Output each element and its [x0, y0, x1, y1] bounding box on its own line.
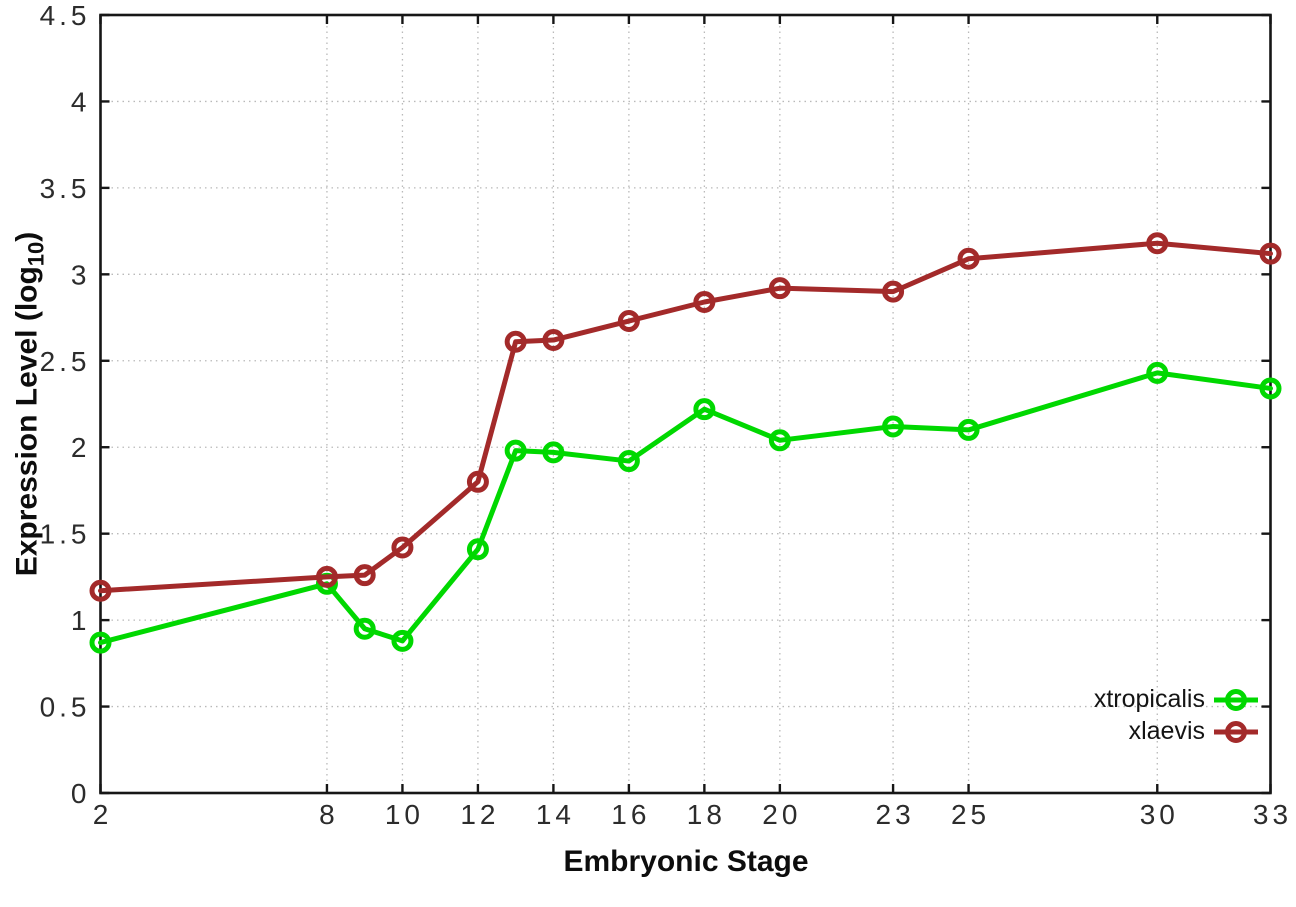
x-axis-title-text: Embryonic Stage — [563, 845, 809, 878]
marker-xtropicalis — [353, 617, 376, 640]
marker-xlaevis — [693, 290, 716, 313]
y-tick-label: 4 — [71, 86, 91, 117]
x-tick-label: 18 — [687, 799, 726, 830]
y-tick-label: 1.5 — [40, 519, 91, 550]
y-tick-label: 4.5 — [40, 0, 91, 31]
marker-xtropicalis — [957, 418, 980, 441]
marker-xtropicalis — [542, 441, 565, 464]
marker-xlaevis — [466, 470, 489, 493]
x-tick-label: 2 — [93, 799, 113, 830]
y-axis-title-prefix: Expression Level (log — [10, 266, 44, 577]
legend-sample-xtropicalis — [1214, 688, 1258, 711]
marker-xtropicalis — [768, 429, 791, 452]
x-tick-label: 33 — [1253, 799, 1292, 830]
plot-frame — [99, 13, 1272, 795]
y-axis-title-subscript: 10 — [23, 241, 49, 267]
legend-sample-marker — [1225, 688, 1247, 711]
x-tick-label: 14 — [536, 799, 575, 830]
gridlines — [100, 15, 1271, 793]
marker-xtropicalis — [89, 631, 112, 654]
x-tick-label: 20 — [762, 799, 801, 830]
marker-xlaevis — [1259, 242, 1282, 265]
marker-xtropicalis — [617, 450, 640, 473]
y-tick-label: 3.5 — [40, 173, 91, 204]
marker-xlaevis — [957, 247, 980, 270]
marker-xlaevis — [89, 579, 112, 602]
x-tick-label: 30 — [1140, 799, 1179, 830]
legend-entry-xtropicalis: xtropicalis — [1094, 685, 1258, 714]
x-axis-title: Embryonic Stage — [563, 845, 808, 879]
tick-marks — [99, 13, 1272, 795]
marker-xlaevis — [542, 329, 565, 352]
marker-xlaevis — [1146, 232, 1169, 255]
y-axis-title-suffix: ) — [10, 231, 44, 242]
y-tick-label: 1 — [71, 605, 91, 636]
y-tick-label: 2.5 — [40, 346, 91, 377]
marker-xtropicalis — [504, 439, 527, 462]
y-tick-label: 0 — [71, 778, 91, 809]
y-axis-title: Expression Level (log10) — [11, 232, 50, 577]
marker-xlaevis — [391, 536, 414, 559]
line-xtropicalis — [98, 370, 1273, 646]
marker-xlaevis — [882, 280, 905, 303]
x-tick-label: 25 — [951, 799, 990, 830]
series-xlaevis — [89, 232, 1282, 602]
marker-xtropicalis — [466, 538, 489, 561]
marker-xtropicalis — [1146, 361, 1169, 384]
y-tick-label: 0.5 — [40, 692, 91, 723]
x-tick-label: 8 — [319, 799, 339, 830]
marker-xtropicalis — [693, 398, 716, 421]
marker-xtropicalis — [391, 629, 414, 652]
marker-xtropicalis — [1259, 377, 1282, 400]
legend-sample-xlaevis — [1214, 720, 1258, 743]
tick-labels: 2 8 10 12 14 16 18 20 23 25 30 33 0 0.5 1 1.5 2 2.5 3 3.5 4 4… — [40, 0, 1292, 830]
marker-xtropicalis — [882, 415, 905, 438]
marker-xlaevis — [504, 330, 527, 353]
marker-xlaevis — [315, 565, 338, 588]
y-tick-label: 3 — [71, 259, 91, 290]
line-xlaevis — [98, 240, 1273, 594]
x-tick-label: 16 — [611, 799, 650, 830]
legend-entry-xlaevis: xlaevis — [1129, 717, 1258, 746]
legend-sample-marker — [1225, 720, 1247, 743]
x-tick-label: 23 — [876, 799, 915, 830]
x-tick-label: 10 — [385, 799, 424, 830]
y-tick-label: 2 — [71, 432, 91, 463]
marker-xlaevis — [353, 564, 376, 587]
legend: xtropicalis xlaevis — [1094, 685, 1258, 746]
marker-xlaevis — [768, 277, 791, 300]
marker-xlaevis — [617, 310, 640, 333]
x-tick-label: 12 — [460, 799, 499, 830]
legend-label: xtropicalis — [1093, 685, 1205, 713]
legend-label: xlaevis — [1128, 717, 1205, 745]
series-xtropicalis — [89, 361, 1282, 654]
